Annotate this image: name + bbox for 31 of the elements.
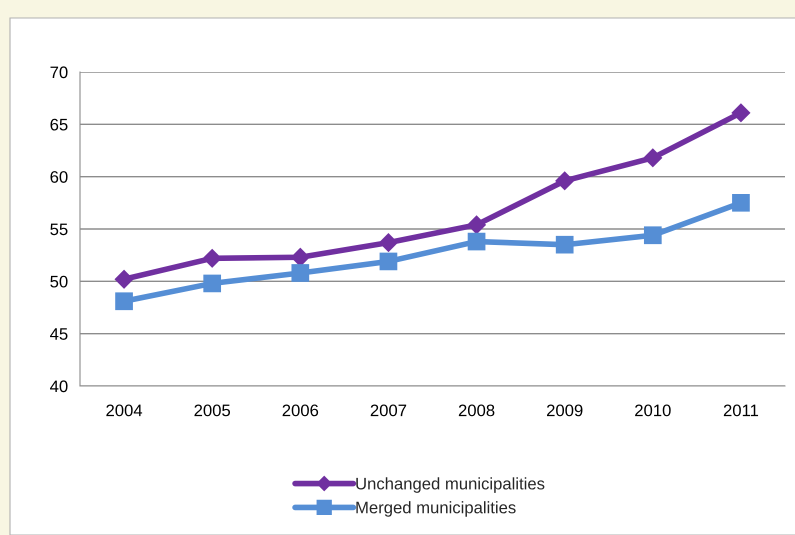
- y-tick-label: 60: [50, 171, 68, 183]
- y-tick-label: 55: [50, 224, 68, 236]
- y-tick-label: 70: [50, 66, 68, 78]
- y-tick-label: 65: [50, 118, 68, 131]
- x-tick-label: 2008: [458, 404, 494, 416]
- point: [556, 236, 574, 254]
- point: [732, 194, 750, 212]
- x-tick-label: 2006: [282, 404, 318, 416]
- point: [732, 103, 750, 122]
- legend-label: Merged municipalities: [356, 501, 516, 517]
- x-tick-label: 2009: [546, 404, 582, 416]
- point: [644, 226, 662, 244]
- point: [114, 270, 134, 289]
- y-tick-label: 45: [50, 328, 68, 340]
- x-tick-label: 2007: [370, 404, 406, 416]
- y-tick-label: 50: [50, 276, 68, 288]
- point: [468, 232, 486, 250]
- point: [467, 215, 486, 234]
- point: [555, 171, 574, 190]
- point: [203, 274, 222, 292]
- point: [380, 252, 398, 270]
- x-tick-label: 2010: [635, 404, 671, 416]
- point: [643, 148, 662, 168]
- x-tick-label: 2011: [724, 404, 758, 416]
- y-tick-label: 40: [50, 380, 68, 392]
- point: [379, 233, 398, 252]
- point: [291, 264, 310, 282]
- point: [115, 292, 133, 310]
- legend-label: Unchanged municipalities: [356, 477, 544, 493]
- x-tick-label: 2004: [106, 404, 142, 416]
- x-tick-label: 2005: [194, 404, 230, 416]
